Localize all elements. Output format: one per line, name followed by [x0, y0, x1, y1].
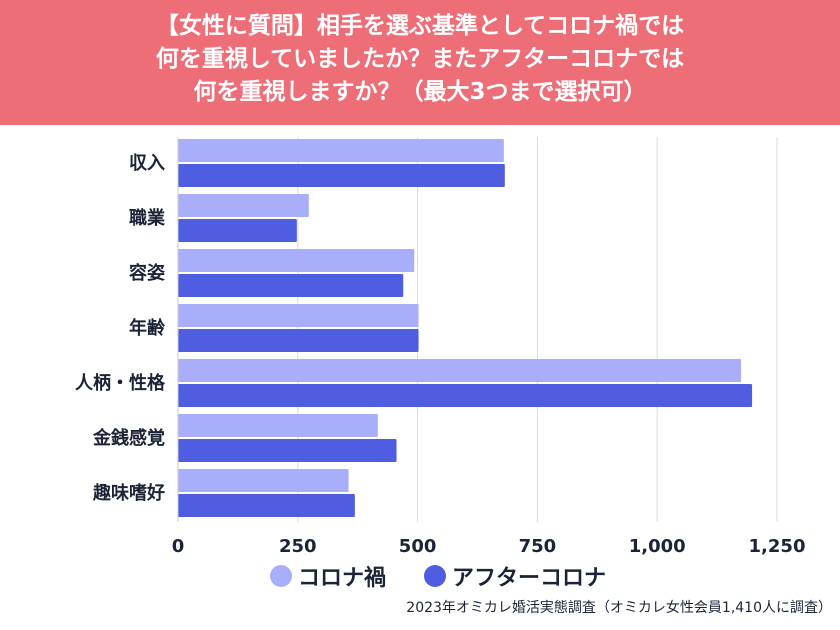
category-label: 容姿: [129, 262, 165, 284]
title-line-2: 何を重視していましたか？またアフターコロナでは: [155, 46, 685, 72]
bar-corona: [178, 139, 504, 162]
bar-chart: 0 250 500 750 1,000 1,250 収入職業容姿年齢人柄・性格金銭感覚趣味嗜…: [75, 137, 806, 557]
title-line-3: 何を重視しますか？（最大3つまで選択可）: [193, 79, 647, 105]
x-tick-label: 500: [399, 536, 437, 557]
category-label: 人柄・性格: [75, 372, 166, 394]
bar-after-corona: [178, 274, 404, 297]
legend-swatch-icon: [424, 565, 447, 587]
bar-corona: [178, 469, 349, 492]
x-tick-label: 1,000: [629, 536, 686, 557]
category-label: 金銭感覚: [92, 427, 165, 449]
title-line-1: 【女性に質問】相手を選ぶ基準としてコロナ禍では: [155, 13, 685, 39]
bar-after-corona: [178, 329, 419, 352]
bar-after-corona: [178, 439, 397, 462]
category-label: 年齢: [129, 317, 166, 339]
chart-title: 【女性に質問】相手を選ぶ基準としてコロナ禍では 何を重視していましたか？またアフ…: [0, 0, 840, 125]
legend-item-after-corona: アフターコロナ: [424, 560, 606, 592]
legend-item-corona: コロナ禍: [270, 560, 386, 592]
category-label: 職業: [129, 207, 166, 229]
bar-after-corona: [178, 219, 297, 242]
bar-after-corona: [178, 164, 505, 187]
legend-swatch-icon: [270, 565, 292, 587]
bar-after-corona: [178, 494, 355, 517]
bar-corona: [178, 359, 742, 382]
bar-corona: [178, 414, 378, 437]
bar-corona: [178, 194, 309, 217]
bar-corona: [178, 249, 415, 272]
legend-label: コロナ禍: [298, 566, 387, 591]
source-note: 2023年オミカレ婚活実態調査（オミカレ女性会員1,410人に調査）: [406, 600, 832, 616]
bar-corona: [178, 304, 419, 327]
x-tick-label: 750: [519, 536, 557, 557]
legend: コロナ禍 アフターコロナ: [270, 560, 644, 592]
category-label: 収入: [129, 153, 165, 174]
x-tick-label: 1,250: [749, 536, 806, 557]
x-tick-label: 0: [172, 536, 185, 557]
category-label: 趣味嗜好: [92, 482, 165, 504]
legend-label: アフターコロナ: [452, 566, 607, 591]
x-tick-label: 250: [279, 536, 317, 557]
bar-after-corona: [178, 384, 753, 407]
